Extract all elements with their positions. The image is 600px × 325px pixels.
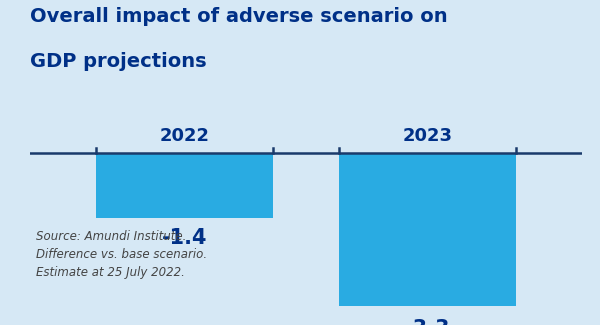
Text: 2022: 2022 — [160, 127, 209, 145]
Text: -3.3: -3.3 — [404, 319, 450, 325]
Text: 2023: 2023 — [403, 127, 452, 145]
Bar — [339, 153, 516, 306]
Text: GDP projections: GDP projections — [30, 52, 206, 71]
Bar — [96, 153, 273, 218]
Text: -1.4: -1.4 — [162, 228, 208, 248]
Text: Overall impact of adverse scenario on: Overall impact of adverse scenario on — [30, 6, 448, 25]
Text: Source: Amundi Institute.
Difference vs. base scenario.
Estimate at 25 July 2022: Source: Amundi Institute. Difference vs.… — [35, 230, 206, 279]
